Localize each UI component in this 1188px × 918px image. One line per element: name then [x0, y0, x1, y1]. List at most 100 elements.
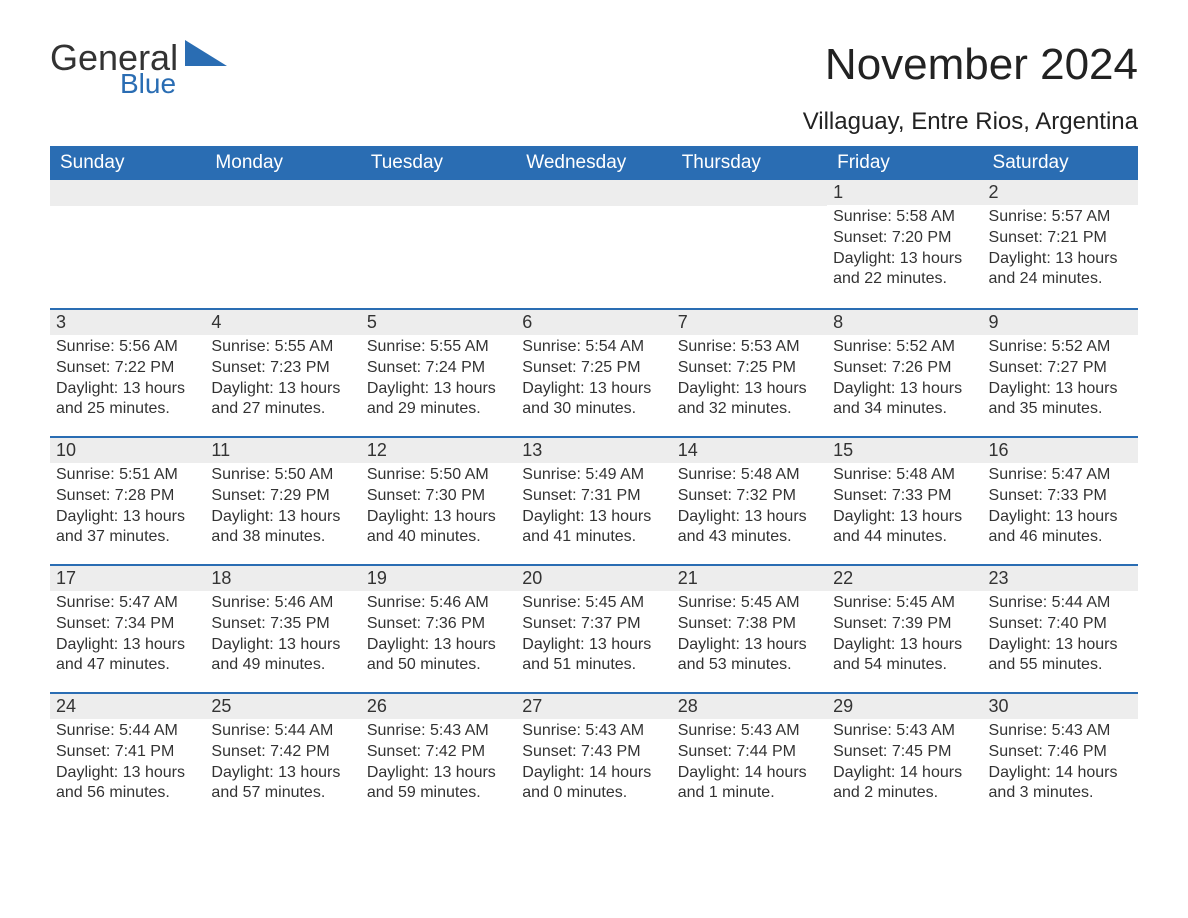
day-cell: 12Sunrise: 5:50 AMSunset: 7:30 PMDayligh… [361, 436, 516, 564]
empty-day-header [50, 180, 205, 206]
daylight-text: Daylight: 13 hours and 54 minutes. [833, 635, 976, 677]
sunset-text: Sunset: 7:22 PM [56, 358, 199, 379]
day-number: 30 [983, 692, 1138, 719]
daylight-text: Daylight: 13 hours and 46 minutes. [989, 507, 1132, 549]
sunset-text: Sunset: 7:43 PM [522, 742, 665, 763]
day-cell: 26Sunrise: 5:43 AMSunset: 7:42 PMDayligh… [361, 692, 516, 820]
day-number: 25 [205, 692, 360, 719]
sunset-text: Sunset: 7:42 PM [367, 742, 510, 763]
sunrise-text: Sunrise: 5:43 AM [833, 721, 976, 742]
sunrise-text: Sunrise: 5:54 AM [522, 337, 665, 358]
sunrise-text: Sunrise: 5:50 AM [367, 465, 510, 486]
day-cell: 3Sunrise: 5:56 AMSunset: 7:22 PMDaylight… [50, 308, 205, 436]
dow-row: Sunday Monday Tuesday Wednesday Thursday… [50, 146, 1138, 180]
sunrise-text: Sunrise: 5:45 AM [833, 593, 976, 614]
dow-monday: Monday [205, 146, 360, 180]
day-number: 21 [672, 564, 827, 591]
month-title: November 2024 [803, 40, 1138, 90]
day-cell: 30Sunrise: 5:43 AMSunset: 7:46 PMDayligh… [983, 692, 1138, 820]
sunset-text: Sunset: 7:24 PM [367, 358, 510, 379]
daylight-text: Daylight: 13 hours and 38 minutes. [211, 507, 354, 549]
empty-day-header [361, 180, 516, 206]
sunset-text: Sunset: 7:29 PM [211, 486, 354, 507]
sunset-text: Sunset: 7:26 PM [833, 358, 976, 379]
day-number: 9 [983, 308, 1138, 335]
day-cell: 1Sunrise: 5:58 AMSunset: 7:20 PMDaylight… [827, 180, 982, 308]
dow-saturday: Saturday [983, 146, 1138, 180]
sunrise-text: Sunrise: 5:46 AM [211, 593, 354, 614]
day-number: 22 [827, 564, 982, 591]
day-number: 5 [361, 308, 516, 335]
day-number: 29 [827, 692, 982, 719]
day-cell: 23Sunrise: 5:44 AMSunset: 7:40 PMDayligh… [983, 564, 1138, 692]
day-number: 27 [516, 692, 671, 719]
day-number: 19 [361, 564, 516, 591]
daylight-text: Daylight: 14 hours and 0 minutes. [522, 763, 665, 805]
sunset-text: Sunset: 7:25 PM [522, 358, 665, 379]
sunset-text: Sunset: 7:34 PM [56, 614, 199, 635]
sunset-text: Sunset: 7:45 PM [833, 742, 976, 763]
sunrise-text: Sunrise: 5:45 AM [678, 593, 821, 614]
week-row: 17Sunrise: 5:47 AMSunset: 7:34 PMDayligh… [50, 564, 1138, 692]
day-cell [50, 180, 205, 308]
sunrise-text: Sunrise: 5:50 AM [211, 465, 354, 486]
sunrise-text: Sunrise: 5:48 AM [833, 465, 976, 486]
day-details: Sunrise: 5:43 AMSunset: 7:42 PMDaylight:… [361, 719, 516, 808]
sunset-text: Sunset: 7:27 PM [989, 358, 1132, 379]
day-details: Sunrise: 5:43 AMSunset: 7:45 PMDaylight:… [827, 719, 982, 808]
day-cell: 20Sunrise: 5:45 AMSunset: 7:37 PMDayligh… [516, 564, 671, 692]
sunrise-text: Sunrise: 5:43 AM [367, 721, 510, 742]
sunrise-text: Sunrise: 5:55 AM [367, 337, 510, 358]
sunrise-text: Sunrise: 5:46 AM [367, 593, 510, 614]
day-details: Sunrise: 5:54 AMSunset: 7:25 PMDaylight:… [516, 335, 671, 424]
day-details: Sunrise: 5:48 AMSunset: 7:32 PMDaylight:… [672, 463, 827, 552]
day-number: 7 [672, 308, 827, 335]
brand-logo: General Blue [50, 40, 227, 98]
day-cell: 2Sunrise: 5:57 AMSunset: 7:21 PMDaylight… [983, 180, 1138, 308]
day-details: Sunrise: 5:52 AMSunset: 7:27 PMDaylight:… [983, 335, 1138, 424]
day-details: Sunrise: 5:45 AMSunset: 7:38 PMDaylight:… [672, 591, 827, 680]
day-cell: 29Sunrise: 5:43 AMSunset: 7:45 PMDayligh… [827, 692, 982, 820]
day-details: Sunrise: 5:51 AMSunset: 7:28 PMDaylight:… [50, 463, 205, 552]
day-details: Sunrise: 5:57 AMSunset: 7:21 PMDaylight:… [983, 205, 1138, 294]
day-cell: 10Sunrise: 5:51 AMSunset: 7:28 PMDayligh… [50, 436, 205, 564]
day-number: 3 [50, 308, 205, 335]
day-number: 23 [983, 564, 1138, 591]
day-details: Sunrise: 5:47 AMSunset: 7:34 PMDaylight:… [50, 591, 205, 680]
sunrise-text: Sunrise: 5:48 AM [678, 465, 821, 486]
daylight-text: Daylight: 13 hours and 43 minutes. [678, 507, 821, 549]
sunrise-text: Sunrise: 5:52 AM [833, 337, 976, 358]
sunrise-text: Sunrise: 5:43 AM [989, 721, 1132, 742]
day-details: Sunrise: 5:48 AMSunset: 7:33 PMDaylight:… [827, 463, 982, 552]
day-cell [672, 180, 827, 308]
day-number: 17 [50, 564, 205, 591]
day-number: 28 [672, 692, 827, 719]
sunrise-text: Sunrise: 5:58 AM [833, 207, 976, 228]
day-cell: 17Sunrise: 5:47 AMSunset: 7:34 PMDayligh… [50, 564, 205, 692]
daylight-text: Daylight: 13 hours and 24 minutes. [989, 249, 1132, 291]
sunset-text: Sunset: 7:21 PM [989, 228, 1132, 249]
location: Villaguay, Entre Rios, Argentina [803, 108, 1138, 136]
sunrise-text: Sunrise: 5:47 AM [56, 593, 199, 614]
sunrise-text: Sunrise: 5:56 AM [56, 337, 199, 358]
sunset-text: Sunset: 7:32 PM [678, 486, 821, 507]
sunset-text: Sunset: 7:38 PM [678, 614, 821, 635]
day-number: 18 [205, 564, 360, 591]
day-details: Sunrise: 5:47 AMSunset: 7:33 PMDaylight:… [983, 463, 1138, 552]
day-number: 16 [983, 436, 1138, 463]
day-cell: 11Sunrise: 5:50 AMSunset: 7:29 PMDayligh… [205, 436, 360, 564]
sunset-text: Sunset: 7:42 PM [211, 742, 354, 763]
day-number: 15 [827, 436, 982, 463]
dow-wednesday: Wednesday [516, 146, 671, 180]
daylight-text: Daylight: 13 hours and 41 minutes. [522, 507, 665, 549]
empty-day-header [205, 180, 360, 206]
daylight-text: Daylight: 13 hours and 44 minutes. [833, 507, 976, 549]
sunset-text: Sunset: 7:20 PM [833, 228, 976, 249]
day-cell: 27Sunrise: 5:43 AMSunset: 7:43 PMDayligh… [516, 692, 671, 820]
sunrise-text: Sunrise: 5:52 AM [989, 337, 1132, 358]
day-cell: 14Sunrise: 5:48 AMSunset: 7:32 PMDayligh… [672, 436, 827, 564]
daylight-text: Daylight: 13 hours and 59 minutes. [367, 763, 510, 805]
daylight-text: Daylight: 13 hours and 22 minutes. [833, 249, 976, 291]
daylight-text: Daylight: 13 hours and 53 minutes. [678, 635, 821, 677]
day-details: Sunrise: 5:43 AMSunset: 7:44 PMDaylight:… [672, 719, 827, 808]
